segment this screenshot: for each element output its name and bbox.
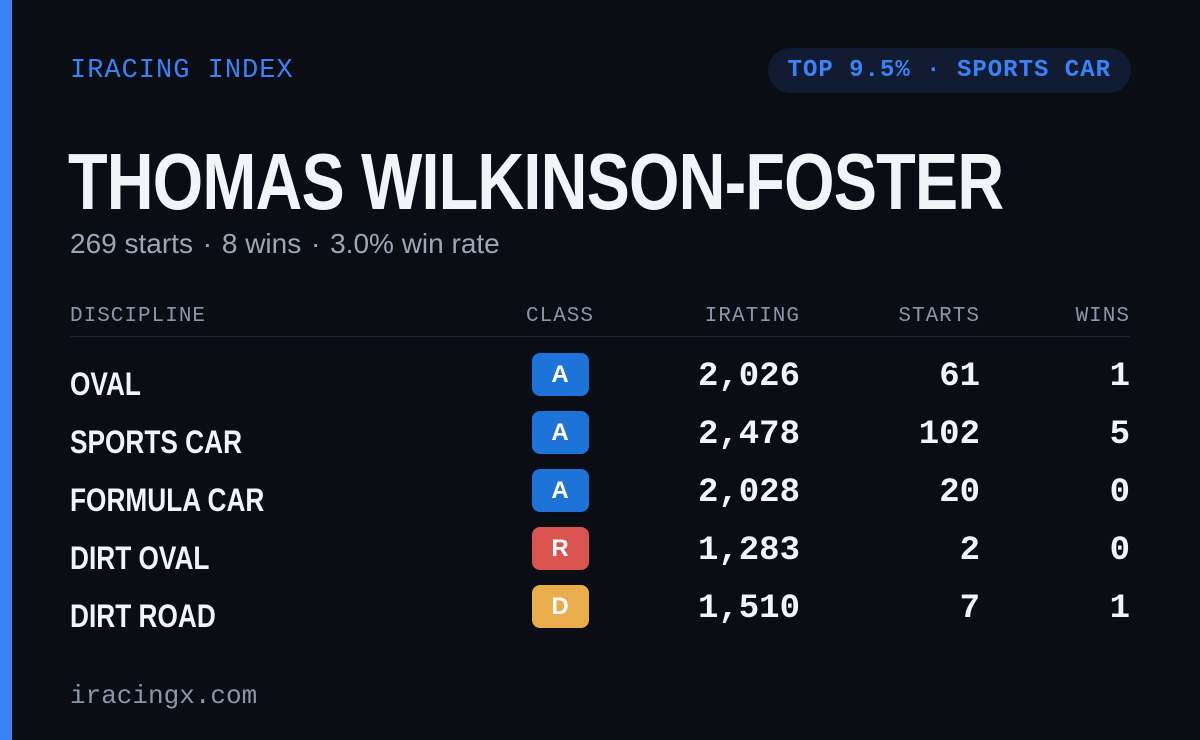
header-irating: IRATING [610, 296, 800, 337]
header-class: CLASS [510, 296, 610, 337]
discipline-name: FORMULA CAR [70, 481, 265, 518]
license-class-badge: R [531, 526, 589, 570]
table-row: FORMULA CAR A 2,028 20 0 [70, 467, 1130, 525]
win-rate: 3.0% win rate [330, 228, 500, 259]
table-row: OVAL A 2,026 61 1 [70, 351, 1130, 409]
driver-summary: 269 starts · 8 wins · 3.0% win rate [70, 228, 500, 260]
class-cell: R [510, 525, 610, 583]
starts-value: 102 [918, 416, 980, 454]
separator: · [311, 228, 321, 259]
footer-url: iracingx.com [70, 681, 258, 711]
irating-value: 1,510 [697, 590, 800, 628]
license-class-badge: A [531, 352, 589, 396]
license-class-badge: A [531, 410, 589, 454]
wins-value: 1 [1109, 590, 1130, 628]
driver-name: THOMAS WILKINSON-FOSTER [68, 137, 1004, 226]
irating-value: 2,026 [697, 358, 800, 396]
discipline-name: SPORTS CAR [70, 423, 243, 460]
wins-value: 5 [1109, 416, 1130, 454]
class-cell: A [510, 467, 610, 525]
starts-value: 61 [939, 358, 980, 396]
class-cell: A [510, 351, 610, 409]
starts-count: 269 starts [70, 228, 193, 259]
header-starts: STARTS [800, 296, 980, 337]
license-class-badge: D [531, 584, 589, 628]
starts-value: 2 [959, 532, 980, 570]
starts-value: 20 [939, 474, 980, 512]
table-row: DIRT OVAL R 1,283 2 0 [70, 525, 1130, 583]
class-cell: A [510, 409, 610, 467]
discipline-name: DIRT ROAD [70, 597, 216, 634]
brand-label: IRACING INDEX [70, 56, 294, 86]
irating-value: 1,283 [697, 532, 800, 570]
separator: · [202, 228, 213, 259]
wins-value: 0 [1109, 532, 1130, 570]
discipline-name: OVAL [70, 365, 141, 402]
discipline-table: DISCIPLINE CLASS IRATING STARTS WINS OVA… [70, 296, 1130, 641]
irating-value: 2,478 [697, 416, 800, 454]
class-cell: D [510, 583, 610, 641]
header-discipline: DISCIPLINE [70, 296, 510, 337]
discipline-name: DIRT OVAL [70, 539, 210, 576]
accent-bar [0, 0, 12, 740]
table-row: SPORTS CAR A 2,478 102 5 [70, 409, 1130, 467]
table-row: DIRT ROAD D 1,510 7 1 [70, 583, 1130, 641]
irating-value: 2,028 [697, 474, 800, 512]
rank-badge: TOP 9.5% · SPORTS CAR [767, 48, 1131, 93]
wins-value: 0 [1109, 474, 1130, 512]
license-class-badge: A [531, 468, 589, 512]
wins-count: 8 wins [221, 228, 302, 259]
starts-value: 7 [959, 590, 980, 628]
header-wins: WINS [980, 296, 1130, 337]
wins-value: 1 [1109, 358, 1130, 396]
table-header-row: DISCIPLINE CLASS IRATING STARTS WINS [70, 296, 1130, 337]
